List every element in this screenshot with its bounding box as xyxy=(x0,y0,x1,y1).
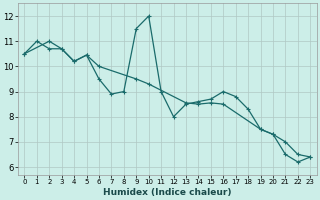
X-axis label: Humidex (Indice chaleur): Humidex (Indice chaleur) xyxy=(103,188,232,197)
